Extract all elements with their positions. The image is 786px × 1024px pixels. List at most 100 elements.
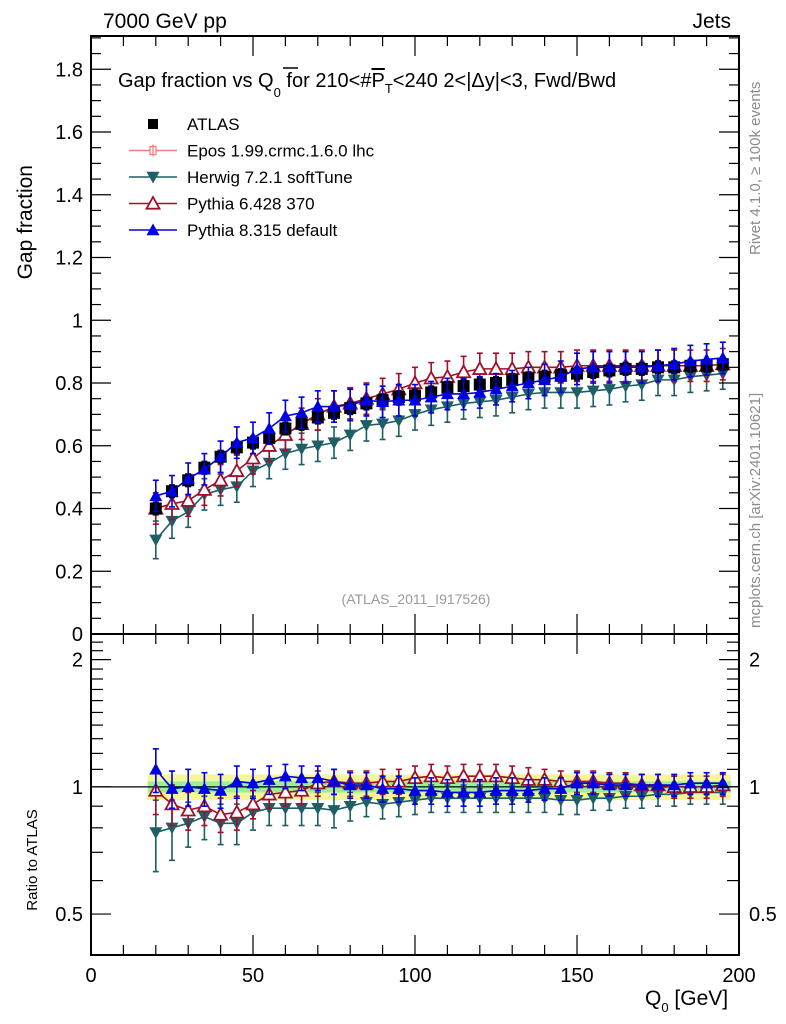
pythia8-point [214,450,228,462]
pythia8-ratio-point [521,784,535,796]
pythia8-ratio-point [359,778,373,791]
herwig-point [262,457,276,470]
pythia6-ratio-point [180,801,197,817]
pythia6-point [212,471,229,487]
main-y-tick-label: 1.8 [55,59,83,81]
pythia8-point [570,362,584,375]
ratio-y-axis-label: Ratio to ATLAS [24,809,41,910]
pythia8-point [278,409,292,422]
pythia8-ratio-point [311,771,325,784]
herwig-ratio-point [327,805,341,817]
ratio-plot-marks [91,748,739,873]
pythia8-point [311,400,325,412]
legend-item-pythia8: Pythia 8.315 default [129,221,338,240]
pythia6-point [244,449,262,465]
pythia8-point [521,376,535,389]
pythia8-ratio-point [230,774,244,787]
main-y-axis-label: Gap fraction [14,165,37,279]
herwig-point [635,379,649,392]
pythia8-point [343,398,357,411]
pythia8-ratio-point [376,782,390,794]
herwig-point [602,384,616,396]
main-y-tick-label: 0 [72,624,83,646]
herwig-ratio-point [586,793,600,805]
legend-label: Pythia 8.315 default [187,221,338,240]
herwig-point [278,448,292,461]
main-plot-marks [147,341,731,560]
pythia8-ratio-point [602,778,616,791]
pythia8-point [489,382,503,395]
legend-marker [146,171,160,184]
herwig-ratio-point [149,827,163,839]
pythia8-ratio-point [424,784,438,796]
pythia8-ratio-point [246,776,260,789]
herwig-point [165,515,179,528]
pythia6-ratio-point [244,795,262,811]
x-tick-label: 50 [242,965,264,987]
pythia8-point [700,352,714,365]
pythia6-point [180,492,197,507]
pythia8-point [440,387,454,400]
ratio-y-tick-label: 1 [72,777,83,799]
herwig-ratio-point [165,822,179,835]
pythia8-point [619,360,633,373]
pythia8-ratio-point [343,778,357,791]
plot-title: Gap fraction vs Q0 for 210<#PT<240 2<|Δy… [118,70,616,100]
pythia8-ratio-point [619,778,633,791]
pythia8-ratio-point [165,782,179,794]
pythia8-ratio-point [683,776,697,789]
pythia8-point [295,406,309,419]
legend-marker [149,144,157,157]
pythia8-point [262,421,276,434]
x-tick-label: 150 [560,965,593,987]
pythia8-ratio-point [667,778,681,791]
pythia8-point [408,393,422,406]
pythia8-ratio-point [408,784,422,796]
pythia8-point [246,431,260,444]
legend-label: ATLAS [187,115,240,134]
herwig-point [376,418,390,431]
herwig-point [311,440,325,453]
pythia8-point [716,351,730,364]
pythia8-point [181,472,195,484]
legend-marker [148,119,158,129]
pythia8-point [359,393,373,406]
pythia6-point [228,462,245,477]
x-tick-label: 200 [722,965,755,987]
legend-item-herwig: Herwig 7.2.1 softTune [129,168,353,187]
pythia6-line [155,363,723,510]
pythia8-point [667,357,681,370]
x-axis-label: Q0 [GeV] [645,987,728,1015]
pythia8-point [635,360,649,373]
ratio-y-tick-label: 0.5 [55,904,83,926]
pythia8-ratio-point [327,774,341,787]
herwig-point [327,437,341,450]
legend: ATLAS Epos 1.99.crmc.1.6.0 lhc Herwig 7.2.… [129,115,375,240]
main-y-tick-label: 0.6 [55,436,83,458]
pythia8-point [538,373,552,386]
main-y-tick-label: 0.8 [55,373,83,395]
legend-label: Herwig 7.2.1 softTune [187,168,353,187]
pythia8-ratio-point [538,782,552,794]
main-y-tick-label: 1.4 [55,185,83,207]
series-pythia8 [149,341,730,513]
axes: 0 0.2 0.4 0.6 0.8 1 1.2 1.4 1.6 1.8 0 50 100 150 200 0.… [55,35,777,987]
pythia8-ratio-point [554,782,568,794]
pythia6-ratio-point [277,784,294,799]
pythia8-ratio-point [489,784,503,796]
legend-label: Pythia 6.428 370 [187,195,315,214]
herwig-point [619,380,633,393]
pythia8-ratio-point [197,782,211,794]
pythia8-point [505,379,519,392]
herwig-ratio-point [311,803,325,815]
x-tick-label: 0 [85,965,96,987]
herwig-line [155,372,723,541]
pythia8-point [457,387,471,400]
ratio-y-tick-label-right: 1 [749,777,760,799]
herwig-point [343,429,357,442]
ratio-y-tick-label-right: 2 [749,650,760,672]
herwig-ratio-point [570,794,584,807]
legend-item-atlas: ATLAS [148,115,240,134]
pythia6-point [261,437,278,452]
pythia6-point [471,360,488,375]
